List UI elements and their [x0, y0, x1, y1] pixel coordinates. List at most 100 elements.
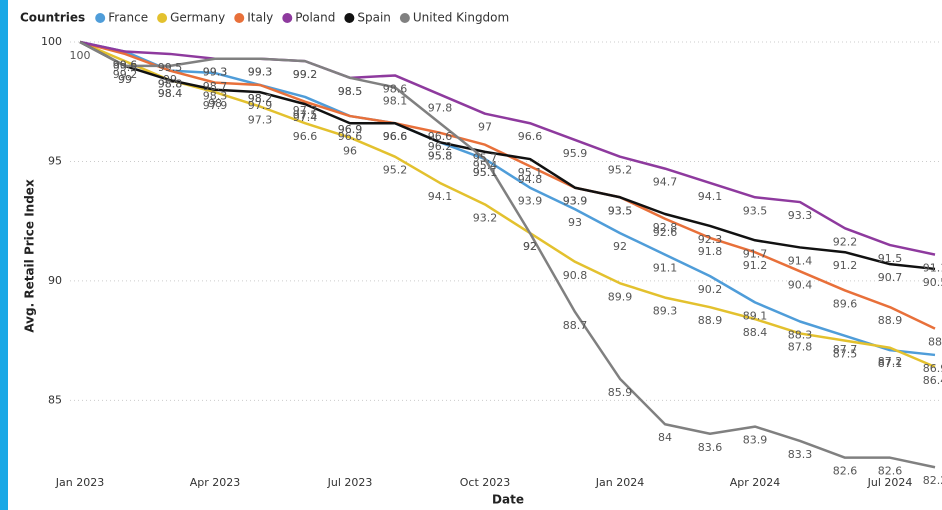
- data-label: 97.5: [293, 109, 318, 122]
- data-label: 91.8: [698, 245, 723, 258]
- data-label: 99.3: [248, 66, 273, 79]
- data-label: 94.1: [428, 190, 453, 203]
- series-line: [79, 40, 936, 469]
- data-label: 100: [70, 49, 91, 62]
- data-label: 96.6: [383, 130, 408, 143]
- data-label: 99.3: [203, 66, 228, 79]
- data-label: 97.8: [428, 102, 453, 115]
- x-tick-label: Apr 2023: [190, 476, 241, 489]
- data-label: 97.4: [293, 111, 318, 124]
- data-label: 96.6: [518, 130, 543, 143]
- data-label: 95.7: [473, 152, 498, 165]
- data-label: 82.6: [833, 465, 858, 478]
- data-label: 99.5: [113, 61, 138, 74]
- side-bar: [0, 0, 8, 510]
- data-label: 82.6: [878, 465, 903, 478]
- data-label: 93.9: [563, 195, 588, 208]
- data-label: 95.8: [428, 149, 453, 162]
- legend-label: France: [108, 11, 148, 25]
- data-label: 89.9: [608, 290, 633, 303]
- data-label: 96.9: [338, 123, 363, 136]
- data-label: 93.5: [608, 204, 633, 217]
- x-axis-title: Date: [492, 493, 524, 507]
- data-label: 93.9: [563, 195, 588, 208]
- data-label: 95.1: [473, 166, 498, 179]
- data-label: 89.1: [743, 309, 768, 322]
- data-label: 92.8: [653, 221, 678, 234]
- data-label: 91.4: [788, 254, 813, 267]
- legend-label: Spain: [357, 11, 391, 25]
- data-label: 99: [163, 73, 177, 86]
- y-tick-label: 85: [48, 393, 62, 406]
- data-label: 97.9: [248, 99, 273, 112]
- data-label: 91.7: [743, 247, 768, 260]
- data-label: 91.1: [653, 262, 678, 275]
- legend-label: Germany: [170, 11, 225, 25]
- data-label: 98.2: [248, 92, 273, 105]
- data-label: 94.7: [653, 176, 678, 189]
- data-label: 87.7: [833, 343, 858, 356]
- data-label: 90.5: [923, 276, 942, 289]
- data-label: 83.3: [788, 448, 813, 461]
- data-label: 94.8: [518, 173, 543, 186]
- data-label: 98.5: [338, 85, 363, 98]
- legend-marker: [344, 13, 355, 23]
- data-label: 98.4: [158, 87, 183, 100]
- data-label: 88.9: [698, 314, 723, 327]
- data-label: 84: [658, 431, 672, 444]
- data-label: 83.6: [698, 441, 723, 454]
- data-label: 88.9: [878, 314, 903, 327]
- y-tick-label: 90: [48, 274, 62, 287]
- data-label: 88.4: [743, 326, 768, 339]
- data-label: 86.4: [923, 374, 942, 387]
- series-line: [79, 40, 936, 357]
- data-label: 95.1: [473, 166, 498, 179]
- data-label: 98.8: [158, 78, 183, 91]
- data-label: 85.9: [608, 386, 633, 399]
- data-label: 99.6: [113, 59, 138, 72]
- data-label: 95.2: [383, 164, 408, 177]
- data-label: 98: [208, 97, 222, 110]
- data-label: 88: [928, 336, 942, 349]
- legend-label: United Kingdom: [413, 11, 509, 25]
- data-label: 99.3: [248, 66, 273, 79]
- data-label: 95.8: [428, 149, 453, 162]
- data-label: 91.2: [743, 259, 768, 272]
- legend-marker: [399, 13, 410, 23]
- data-label: 99.2: [293, 68, 318, 81]
- data-label: 87.2: [878, 355, 903, 368]
- x-tick-label: Jan 2024: [595, 476, 644, 489]
- data-label: 98.1: [383, 94, 408, 107]
- y-axis-title: Avg. Retail Price Index: [23, 179, 37, 333]
- data-label: 99.5: [158, 61, 183, 74]
- data-label: 90.4: [788, 278, 813, 291]
- data-label: 99: [118, 73, 132, 86]
- data-label: 93.3: [788, 209, 813, 222]
- data-label: 97.9: [203, 99, 228, 112]
- x-tick-label: Apr 2024: [730, 476, 781, 489]
- legend-label: Poland: [295, 11, 335, 25]
- data-label: 87.1: [878, 357, 903, 370]
- data-label: 95.9: [563, 147, 588, 160]
- data-label: 96.2: [428, 140, 453, 153]
- data-label: 96: [343, 145, 357, 158]
- data-label: 91.5: [878, 252, 903, 265]
- legend-marker: [282, 13, 293, 23]
- data-label: 96.6: [293, 130, 318, 143]
- data-label: 89.6: [833, 297, 858, 310]
- data-label: 93: [568, 216, 582, 229]
- data-label: 96.6: [428, 130, 453, 143]
- data-label: 96.6: [383, 130, 408, 143]
- data-label: 87.8: [788, 340, 813, 353]
- y-tick-label: 95: [48, 154, 62, 167]
- data-label: 99.6: [113, 59, 138, 72]
- data-label: 95.4: [473, 159, 498, 172]
- data-label: 98.7: [203, 80, 228, 93]
- legend-label: Italy: [247, 11, 273, 25]
- data-label: 86.9: [923, 362, 942, 375]
- data-label: 92.3: [698, 233, 723, 246]
- series-line: [79, 40, 936, 369]
- data-label: 83.9: [743, 434, 768, 447]
- data-label: 88.7: [563, 319, 588, 332]
- data-label: 98.5: [338, 85, 363, 98]
